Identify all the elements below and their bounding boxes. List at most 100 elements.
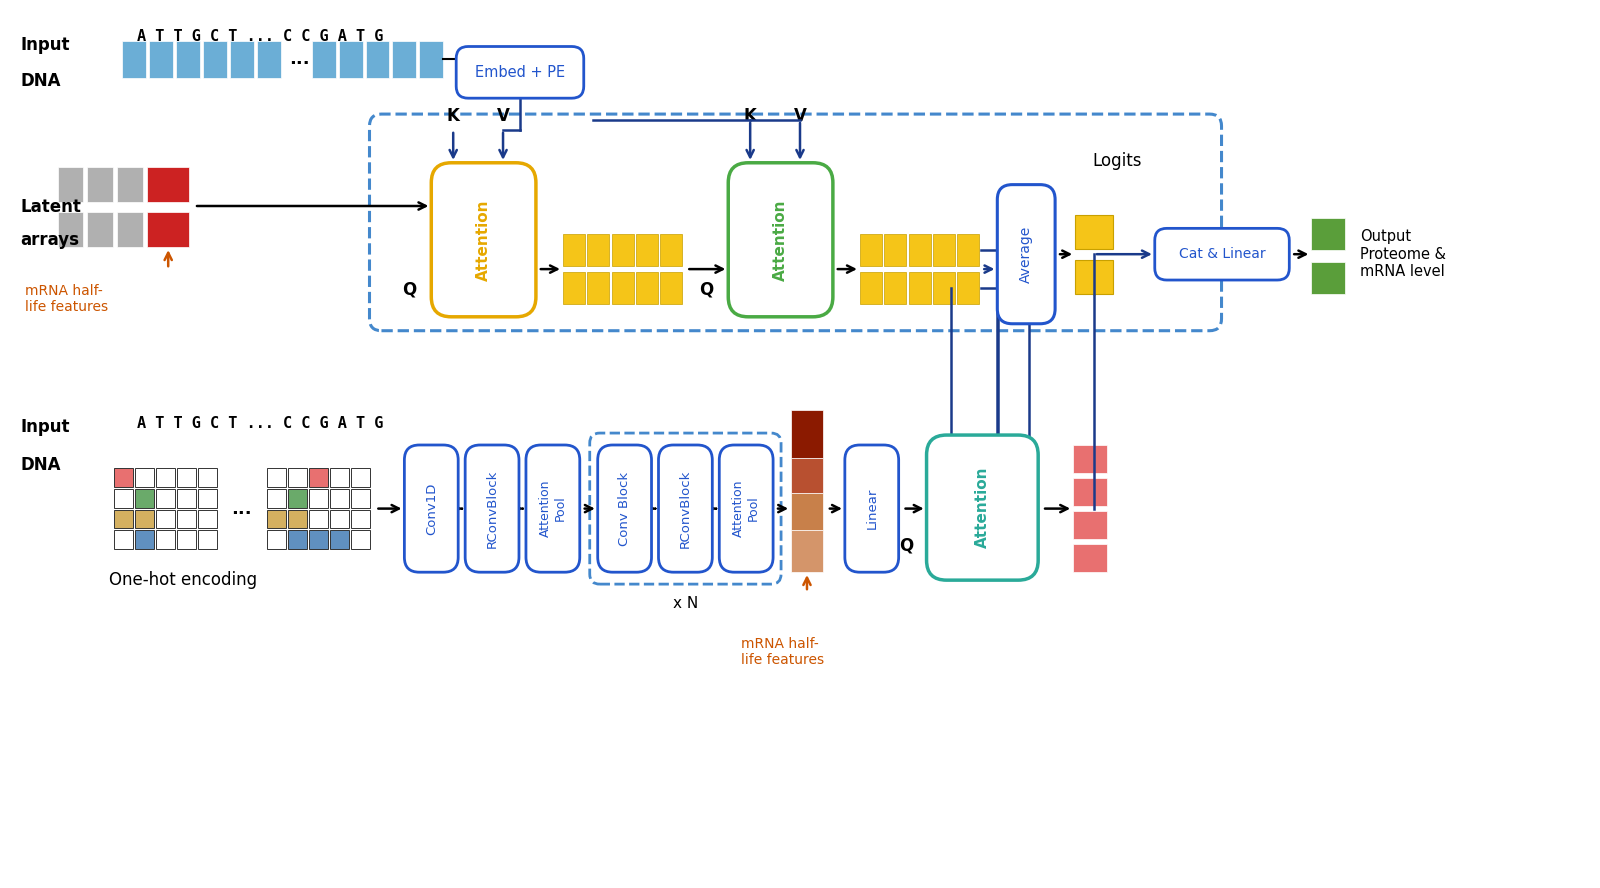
FancyBboxPatch shape [659, 445, 712, 572]
FancyBboxPatch shape [997, 185, 1054, 324]
Bar [330, 468, 349, 487]
Text: RConvBlock: RConvBlock [678, 470, 691, 548]
Bar [1074, 511, 1107, 539]
Text: Logits: Logits [1093, 152, 1142, 170]
Bar [350, 468, 370, 487]
Text: x N: x N [672, 596, 698, 611]
Text: arrays: arrays [21, 232, 80, 250]
Text: A T T G C T ... C C G A T G: A T T G C T ... C C G A T G [138, 28, 384, 44]
Bar [230, 41, 254, 78]
Bar [790, 458, 822, 493]
Bar [136, 530, 154, 550]
Bar [88, 212, 114, 247]
Bar [157, 468, 174, 487]
Bar [117, 212, 144, 247]
Bar [1074, 543, 1107, 572]
Bar [909, 272, 931, 304]
Bar [330, 510, 349, 528]
Bar [288, 530, 307, 550]
Bar [149, 41, 173, 78]
Text: mRNA half-
life features: mRNA half- life features [24, 284, 107, 314]
Bar [611, 272, 634, 304]
Bar [587, 272, 610, 304]
Bar [1312, 262, 1346, 294]
FancyBboxPatch shape [456, 46, 584, 99]
Bar [859, 272, 882, 304]
Bar [563, 272, 584, 304]
Bar [933, 272, 955, 304]
Bar [957, 272, 979, 304]
Bar [58, 167, 83, 202]
Text: Average: Average [1019, 226, 1034, 282]
Text: K: K [446, 107, 459, 125]
Text: Cat & Linear: Cat & Linear [1179, 247, 1266, 261]
Bar [114, 488, 133, 508]
Bar [419, 41, 443, 78]
Text: K: K [946, 470, 958, 488]
Bar [330, 488, 349, 508]
Bar [350, 488, 370, 508]
Bar [114, 468, 133, 487]
Bar [859, 234, 882, 266]
Text: Output
Proteome &
mRNA level: Output Proteome & mRNA level [1360, 229, 1446, 279]
Text: Attention: Attention [477, 199, 491, 281]
Bar [198, 468, 218, 487]
Text: V: V [992, 470, 1005, 488]
Bar [365, 41, 389, 78]
Bar [267, 510, 286, 528]
Bar [198, 530, 218, 550]
Text: Q: Q [699, 281, 714, 299]
Bar [661, 272, 683, 304]
Bar [1074, 446, 1107, 473]
Text: Attention: Attention [974, 467, 990, 549]
Bar [790, 530, 822, 572]
Bar [136, 468, 154, 487]
Bar [288, 468, 307, 487]
Bar [1075, 260, 1114, 294]
Bar [176, 41, 200, 78]
Bar [957, 234, 979, 266]
FancyBboxPatch shape [598, 445, 651, 572]
Text: ...: ... [230, 500, 251, 518]
Bar [1312, 218, 1346, 250]
Text: One-hot encoding: One-hot encoding [109, 571, 258, 590]
Text: ...: ... [288, 51, 309, 68]
Text: Conv Block: Conv Block [618, 472, 630, 545]
Bar [157, 510, 174, 528]
Text: DNA: DNA [21, 456, 61, 474]
Bar [122, 41, 146, 78]
Bar [157, 488, 174, 508]
Bar [258, 41, 282, 78]
Bar [909, 234, 931, 266]
Text: Conv1D: Conv1D [424, 482, 438, 535]
Bar [587, 234, 610, 266]
FancyBboxPatch shape [466, 445, 518, 572]
FancyBboxPatch shape [728, 163, 834, 317]
Bar [267, 468, 286, 487]
Text: Q: Q [402, 281, 416, 299]
Text: mRNA half-
life features: mRNA half- life features [741, 637, 824, 667]
Bar [288, 488, 307, 508]
Bar [350, 510, 370, 528]
Bar [178, 510, 197, 528]
Text: A T T G C T ... C C G A T G: A T T G C T ... C C G A T G [138, 416, 384, 432]
Text: V: V [794, 107, 806, 125]
Text: V: V [496, 107, 509, 125]
Text: Attention
Pool: Attention Pool [539, 480, 566, 537]
Bar [790, 493, 822, 530]
Bar [309, 510, 328, 528]
Bar [58, 212, 83, 247]
Bar [157, 530, 174, 550]
FancyBboxPatch shape [526, 445, 579, 572]
Bar [392, 41, 416, 78]
Bar [885, 272, 906, 304]
Text: Input: Input [21, 36, 70, 53]
Bar [309, 530, 328, 550]
Bar [114, 510, 133, 528]
Text: Q: Q [899, 536, 914, 554]
Text: Attention: Attention [773, 199, 789, 281]
Text: K: K [744, 107, 757, 125]
FancyBboxPatch shape [926, 435, 1038, 580]
Bar [312, 41, 336, 78]
Text: DNA: DNA [21, 72, 61, 91]
